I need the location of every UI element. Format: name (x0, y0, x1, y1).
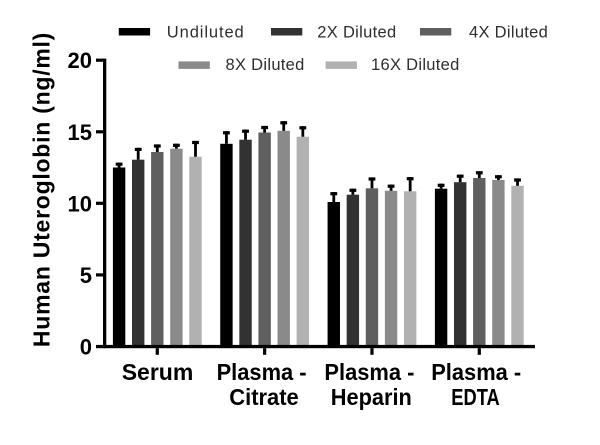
svg-text:Citrate: Citrate (229, 384, 299, 410)
svg-text:Heparin: Heparin (331, 384, 412, 410)
svg-text:10: 10 (68, 191, 92, 216)
svg-text:16X Diluted: 16X Diluted (371, 56, 460, 74)
svg-text:EDTA: EDTA (451, 384, 500, 410)
svg-text:0: 0 (80, 335, 92, 360)
svg-text:Plasma -: Plasma - (217, 359, 307, 385)
svg-text:15: 15 (68, 120, 92, 145)
svg-text:8X Diluted: 8X Diluted (226, 56, 305, 74)
svg-text:Plasma -: Plasma - (324, 359, 414, 385)
svg-text:5: 5 (80, 263, 92, 288)
svg-text:Undiluted: Undiluted (167, 23, 245, 41)
svg-text:Plasma -: Plasma - (431, 359, 521, 385)
svg-text:20: 20 (68, 48, 92, 73)
svg-text:4X Diluted: 4X Diluted (469, 23, 548, 41)
svg-text:Human Uteroglobin (ng/ml): Human Uteroglobin (ng/ml) (29, 32, 55, 347)
svg-text:Serum: Serum (122, 359, 194, 385)
svg-text:2X Diluted: 2X Diluted (317, 23, 396, 41)
